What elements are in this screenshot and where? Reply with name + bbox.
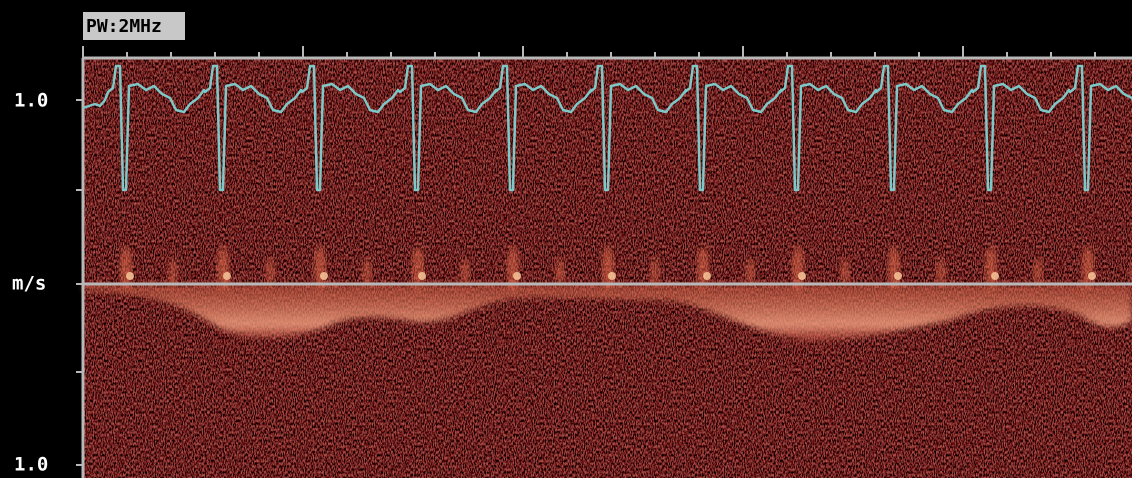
flow-spike (362, 258, 372, 286)
axis-ticks (76, 46, 1096, 466)
bottom-scale-label: 1.0 (14, 454, 48, 476)
flow-spot (320, 272, 328, 280)
flow-spike (460, 258, 470, 286)
flow-spot (798, 272, 806, 280)
flow-spot (608, 272, 616, 280)
flow-spot (126, 272, 134, 280)
top-scale-label: 1.0 (14, 90, 48, 112)
flow-spike (265, 258, 275, 286)
flow-spike (745, 258, 755, 286)
mode-label: PW:2MHz (86, 16, 162, 37)
flow-spikes (120, 246, 1132, 290)
ecg-trace (82, 64, 1132, 192)
flow-spike (168, 258, 178, 286)
flow-spike (555, 258, 565, 286)
flow-spot (703, 272, 711, 280)
flow-spot (1088, 272, 1096, 280)
flow-spot (894, 272, 902, 280)
flow-envelope (83, 284, 1132, 342)
flow-spike (1033, 258, 1043, 286)
flow-spike (840, 258, 850, 286)
flow-spike (650, 258, 660, 286)
mode-badge (83, 12, 185, 40)
flow-spot (513, 272, 521, 280)
flow-spot (223, 272, 231, 280)
flow-spot (418, 272, 426, 280)
unit-label: m/s (12, 273, 46, 295)
flow-spot (991, 272, 999, 280)
flow-spike (936, 258, 946, 286)
